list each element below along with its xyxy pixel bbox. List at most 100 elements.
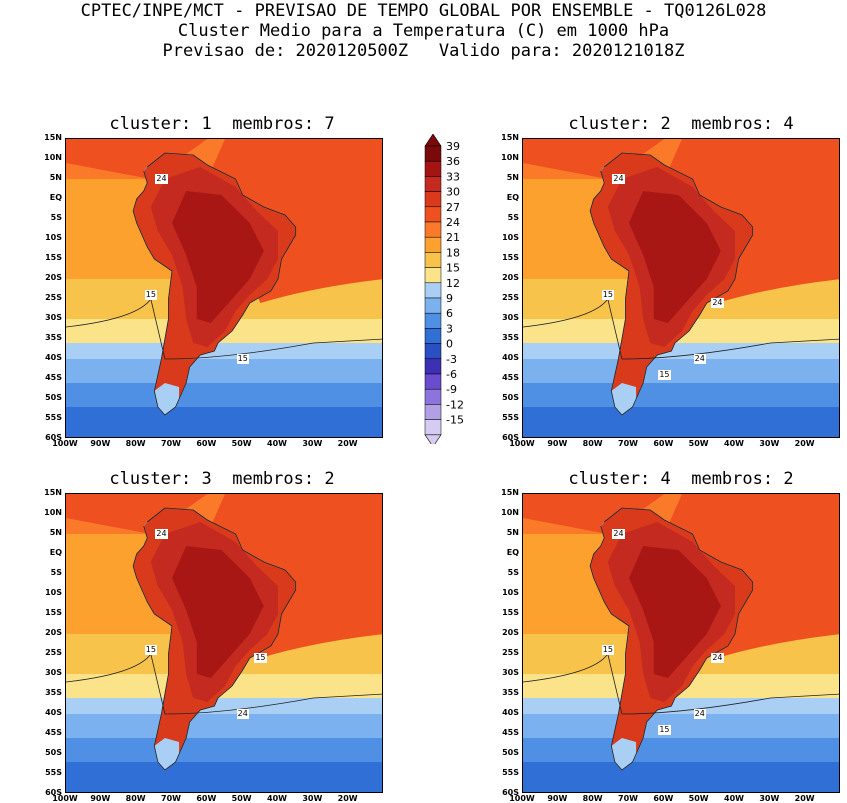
colorbar-level-label: 9 xyxy=(446,292,453,305)
temp-band xyxy=(66,343,382,360)
lon-tick-label: 70W xyxy=(618,794,638,803)
lon-tick-label: 80W xyxy=(125,439,146,448)
lat-tick-label: 5N xyxy=(506,173,519,182)
lat-tick-label: 35S xyxy=(45,333,62,342)
lat-tick-label: 10S xyxy=(45,588,62,597)
lon-tick-label: 80W xyxy=(125,794,146,803)
lon-tick-label: 40W xyxy=(724,439,744,448)
colorbar-level-label: 39 xyxy=(446,140,460,153)
map-canvas xyxy=(66,139,382,437)
contour-label: 15 xyxy=(236,354,249,364)
lon-tick-label: 60W xyxy=(653,794,674,803)
panel-1-title: cluster: 1 membros: 7 xyxy=(109,114,335,134)
temp-band xyxy=(523,698,839,715)
lon-tick-label: 90W xyxy=(90,794,111,803)
contour-label: 24 xyxy=(693,354,706,364)
colorbar-swatch xyxy=(424,236,442,253)
colorbar-swatch xyxy=(424,404,442,420)
lat-tick-label: 15N xyxy=(44,133,62,142)
lat-tick-label: 35S xyxy=(45,688,62,697)
lat-tick-label: 5S xyxy=(50,213,62,222)
lon-tick-label: 90W xyxy=(547,439,568,448)
contour-label: 24 xyxy=(155,529,168,539)
lon-tick-label: 50W xyxy=(231,439,252,448)
colorbar-level-label: -6 xyxy=(446,368,457,381)
contour-15 xyxy=(523,298,839,360)
lon-tick-label: 60W xyxy=(196,794,217,803)
lon-tick-label: 20W xyxy=(794,439,815,448)
temp-band xyxy=(66,407,382,437)
lon-tick-label: 80W xyxy=(582,439,603,448)
colorbar-level-label: 0 xyxy=(446,338,453,351)
lat-tick-label: 60S xyxy=(45,788,62,797)
warm-pacific xyxy=(523,139,665,179)
lat-tick-label: 25S xyxy=(45,293,62,302)
lat-tick-label: EQ xyxy=(49,193,62,202)
lat-tick-label: 55S xyxy=(502,768,519,777)
lon-tick-label: 80W xyxy=(582,794,603,803)
header-line-2: Cluster Medio para a Temperatura (C) em … xyxy=(177,21,670,41)
lat-tick-label: 60S xyxy=(45,433,62,442)
lon-tick-label: 100W xyxy=(509,439,535,448)
colorbar-level-label: -9 xyxy=(446,383,457,396)
lat-tick-label: 15S xyxy=(45,608,62,617)
colorbar-level-label: 33 xyxy=(446,170,460,183)
contour-15 xyxy=(523,653,839,715)
lat-tick-label: 25S xyxy=(45,648,62,657)
colorbar-swatch xyxy=(424,176,442,192)
lon-tick-label: 70W xyxy=(618,439,638,448)
lon-tick-label: 60W xyxy=(196,439,217,448)
lat-tick-label: 30S xyxy=(45,313,62,322)
colorbar-level-label: 18 xyxy=(446,246,460,259)
header-line-1: CPTEC/INPE/MCT - PREVISAO DE TEMPO GLOBA… xyxy=(80,1,767,21)
lat-tick-label: 5N xyxy=(49,528,62,537)
map-panel-3: 24 15 24 15 xyxy=(65,493,383,793)
lat-tick-label: 40S xyxy=(502,353,519,362)
warm-pacific xyxy=(66,139,208,179)
colorbar-swatch xyxy=(424,206,442,223)
lat-tick-label: 5S xyxy=(507,568,519,577)
temp-band xyxy=(66,383,382,408)
lat-tick-label: 15S xyxy=(502,253,519,262)
lat-tick-label: 25S xyxy=(502,293,519,302)
lat-tick-label: 55S xyxy=(45,768,62,777)
lat-tick-label: 20S xyxy=(45,273,62,282)
colorbar-swatch xyxy=(424,358,442,375)
map-canvas xyxy=(523,139,839,437)
map-panel-4: 24 15 24 24 15 xyxy=(522,493,840,793)
warm-pacific xyxy=(523,494,665,534)
contour-label: 15 xyxy=(144,290,157,300)
lat-tick-label: 45S xyxy=(502,728,519,737)
colorbar-level-label: 12 xyxy=(446,277,460,290)
temp-band xyxy=(523,359,839,384)
lon-tick-label: 50W xyxy=(688,794,709,803)
temp-band xyxy=(66,698,382,715)
colorbar-level-label: 27 xyxy=(446,201,460,214)
lat-tick-label: 60S xyxy=(502,788,519,797)
temp-band xyxy=(523,383,839,408)
colorbar-top-arrow xyxy=(424,134,442,147)
lat-tick-label: 15S xyxy=(502,608,519,617)
hot-core xyxy=(629,546,721,678)
lon-tick-label: 100W xyxy=(509,794,535,803)
colorbar-swatch xyxy=(424,373,442,390)
lon-tick-label: 30W xyxy=(759,794,780,803)
colorbar-swatch xyxy=(424,145,442,162)
lat-tick-label: 15S xyxy=(45,253,62,262)
colorbar-swatch xyxy=(424,252,442,268)
colorbar-bottom-arrow xyxy=(424,434,442,444)
hot-core xyxy=(629,191,721,323)
lat-tick-label: 5N xyxy=(506,528,519,537)
contour-label: 24 xyxy=(711,653,724,663)
lon-tick-label: 20W xyxy=(337,439,358,448)
lat-tick-label: 15N xyxy=(501,488,519,497)
lon-tick-label: 70W xyxy=(161,794,181,803)
contour-label: 15 xyxy=(601,645,614,655)
contour-24 xyxy=(589,152,754,416)
contour-label: 24 xyxy=(693,709,706,719)
lat-tick-label: 5N xyxy=(49,173,62,182)
colorbar-swatch xyxy=(424,297,442,314)
patagonia-cold xyxy=(154,738,180,770)
colorbar-level-label: 15 xyxy=(446,262,460,275)
